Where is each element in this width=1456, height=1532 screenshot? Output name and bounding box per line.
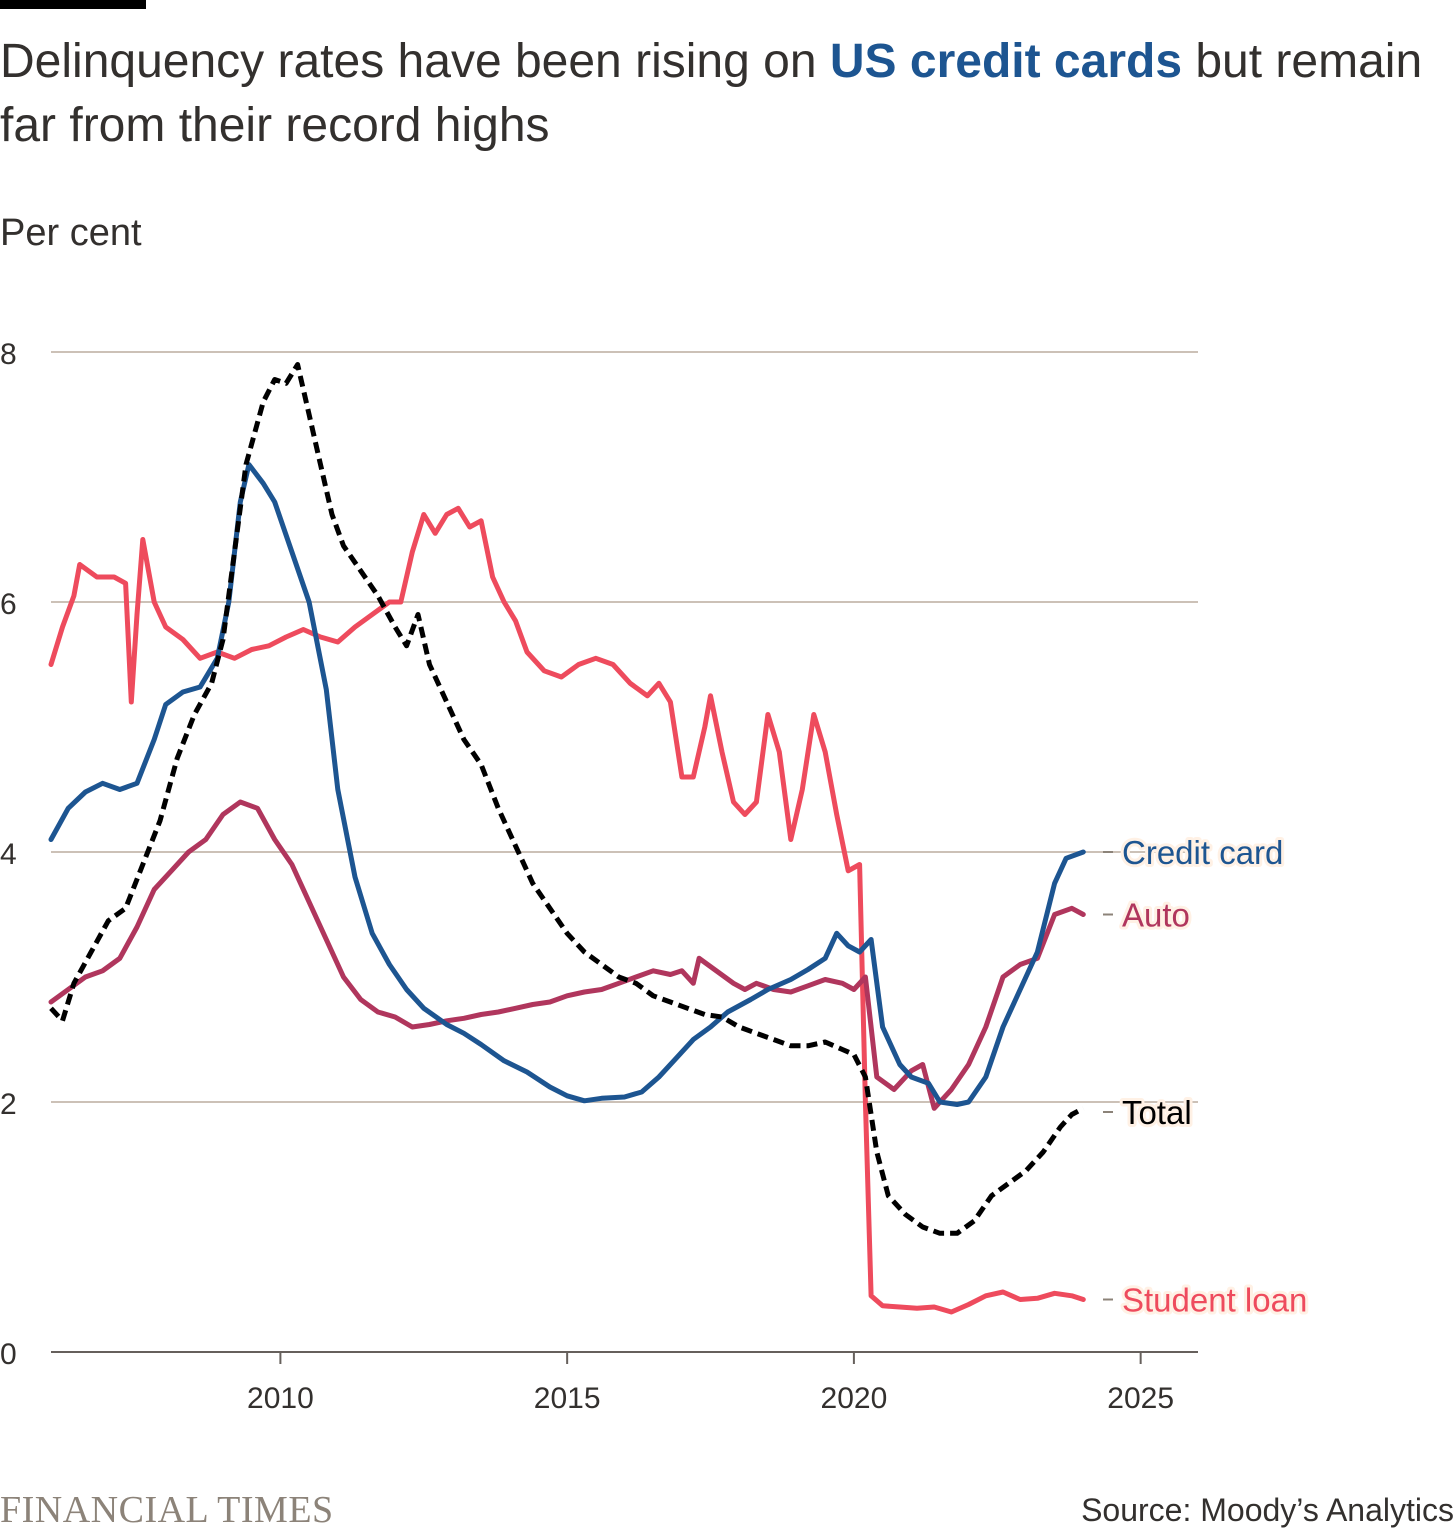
y-tick-label-2: 2 <box>0 1088 17 1121</box>
label-text-auto: Auto <box>1122 897 1190 934</box>
chart-title: Delinquency rates have been rising on US… <box>0 30 1456 158</box>
source-note: Source: Moody’s Analytics <box>1081 1492 1454 1528</box>
series-line-credit-card <box>48 462 1086 1107</box>
x-tick-label-2015: 2015 <box>534 1382 601 1415</box>
series-label-credit-card: Credit card <box>1103 831 1286 874</box>
x-tick-label-2020: 2020 <box>821 1382 888 1415</box>
y-tick-label-0: 0 <box>0 1338 17 1371</box>
title-text-after: but remain far from their record highs <box>0 35 1423 152</box>
title-highlight-credit-cards: US credit cards <box>829 35 1183 88</box>
series-line-student-loan <box>48 505 1086 1315</box>
series-label-auto: Auto <box>1103 894 1193 937</box>
label-text-credit-card: Credit card <box>1122 834 1283 871</box>
y-tick-label-8: 8 <box>0 338 17 371</box>
x-tick-label-2025: 2025 <box>1107 1382 1174 1415</box>
y-axis-unit-label: Per cent <box>0 212 142 254</box>
y-tick-label-6: 6 <box>0 588 17 621</box>
ft-brand-logo: FINANCIAL TIMES <box>0 1489 334 1531</box>
series-line-auto <box>48 799 1086 1111</box>
ft-top-bar <box>0 0 146 9</box>
line-chart: 0 2 4 6 8 2010 2015 2020 2025 Credit card Auto Tota… <box>0 338 1310 1415</box>
y-tick-label-4: 4 <box>0 838 17 871</box>
label-text-student-loan: Student loan <box>1122 1282 1307 1319</box>
title-text-before: Delinquency rates have been rising on <box>0 35 830 88</box>
label-text-total: Total <box>1122 1094 1192 1131</box>
series-label-student-loan: Student loan <box>1103 1279 1310 1322</box>
series-line-total <box>49 362 1085 1236</box>
series-label-total: Total <box>1103 1091 1195 1134</box>
x-tick-label-2010: 2010 <box>247 1382 314 1415</box>
